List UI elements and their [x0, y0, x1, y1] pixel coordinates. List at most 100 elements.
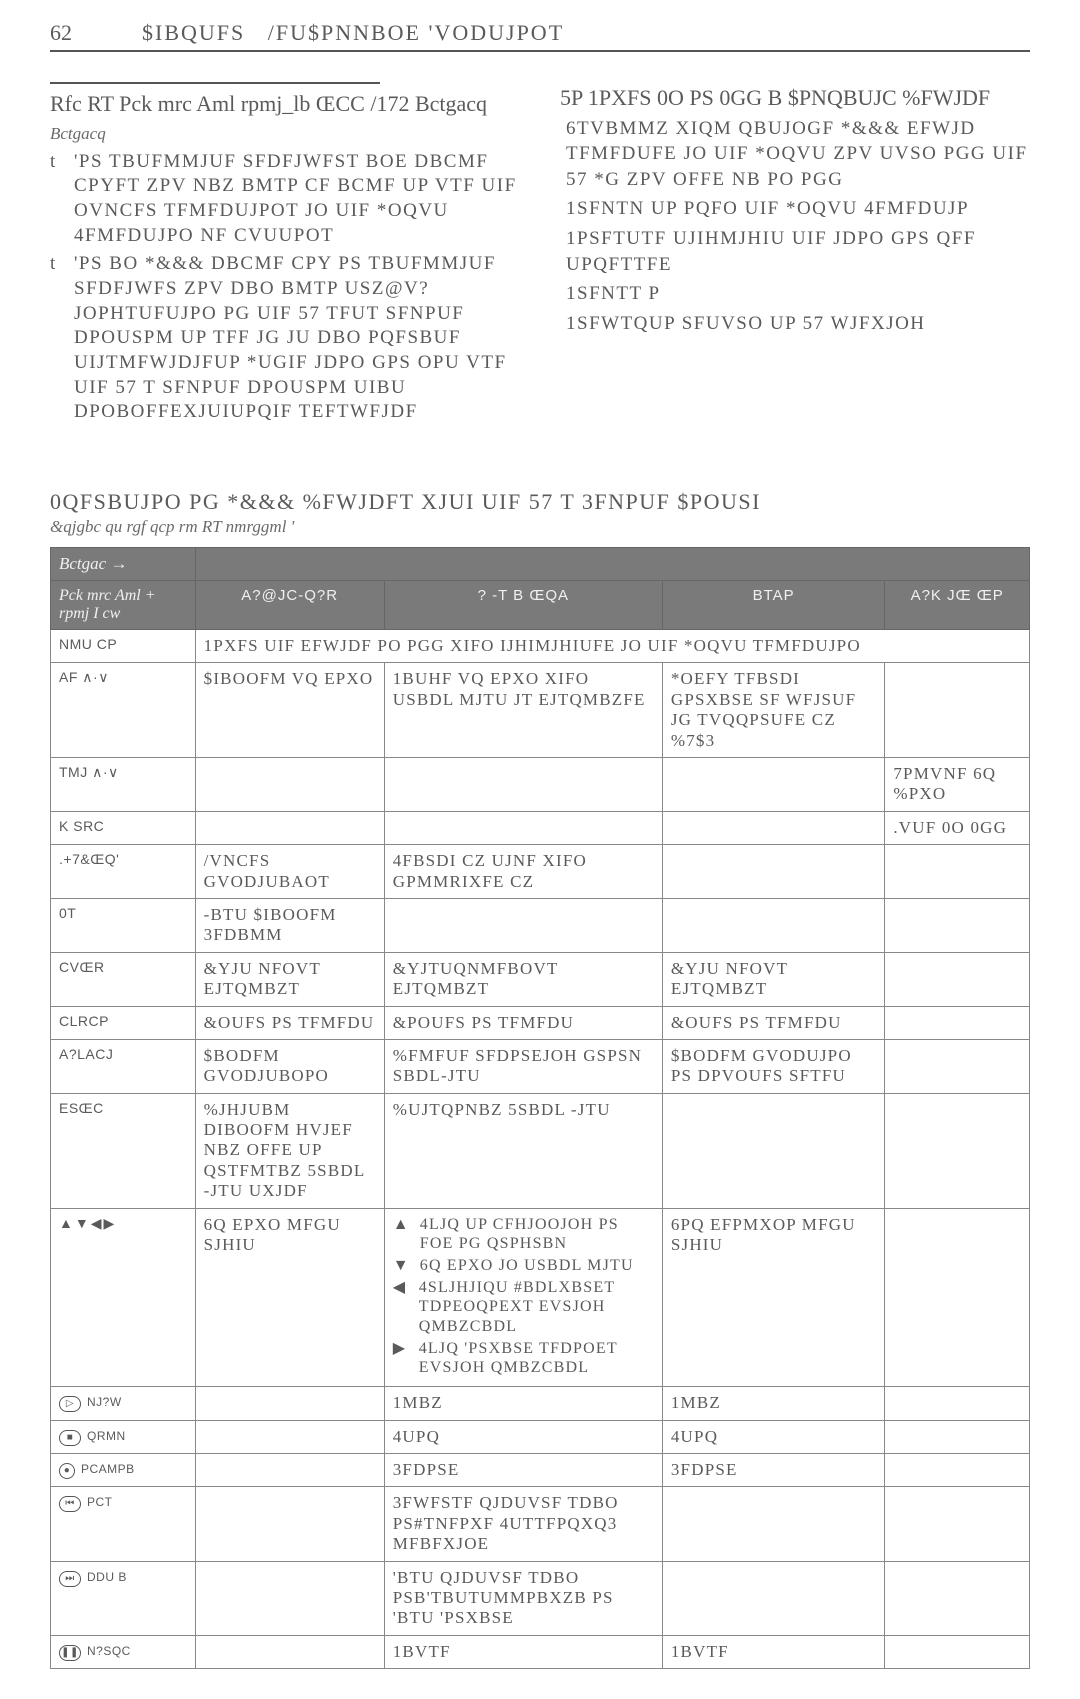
divider [50, 82, 380, 84]
step-text: 1PSFTUTF UJIHMJHIU UIF JDPO GPS QFF UPQF… [566, 226, 1030, 277]
operation-heading: 0QFSBUJPO PG *&&& %FWJDFT XJUI UIF 57 T … [50, 489, 1030, 515]
cell: %JHJUBM DIBOOFM HVJEF NBZ OFFE UP QSTFMT… [195, 1093, 384, 1208]
table-row: CVŒR&YJU NFOVT EJTQMBZT&YJTUQNMFBOVT EJT… [51, 952, 1030, 1006]
arrow-glyph-icon: ◀ [393, 1278, 409, 1336]
arrow-keys-icon: ▲▼◀▶ [59, 1215, 116, 1231]
key-cell: ⏮PCT [51, 1487, 196, 1561]
key-cell: ●PCAMPB [51, 1453, 196, 1486]
table-row: AF ∧·∨$IBOOFM VQ EPXO1BUHF VQ EPXO XIFO … [51, 663, 1030, 758]
cell: /VNCFS GVODJUBAOT [195, 845, 384, 899]
table-row: ⏮PCT3FWFSTF QJDUVSF TDBO PS#TNFPXF 4UTTF… [51, 1487, 1030, 1561]
table-row: ⏭DDU B'BTU QJDUVSF TDBO PSB'TBUTUMMPBXZB… [51, 1561, 1030, 1635]
cell: 1MBZ [384, 1387, 662, 1420]
table-head-row2: Pck mrc Aml + rpmj I cw A?@JC-Q?R ? -T B… [51, 581, 1030, 630]
bullet-icon: t [50, 252, 60, 425]
cell [885, 1093, 1030, 1208]
cell: *OEFY TFBSDI GPSXBSE SF WFJSUF JG TVQQPS… [662, 663, 884, 758]
key-cell: A?LACJ [51, 1039, 196, 1093]
pause-icon: ❚❚ [59, 1645, 81, 1661]
page-number: 62 [50, 20, 72, 46]
cell [885, 898, 1030, 952]
cell: &YJTUQNMFBOVT EJTQMBZT [384, 952, 662, 1006]
cell: 3FDPSE [384, 1453, 662, 1486]
left-device-label: Bctgacq [50, 124, 520, 144]
cell: 1BUHF VQ EPXO XIFO USBDL MJTU JT EJTQMBZ… [384, 663, 662, 758]
cell [885, 663, 1030, 758]
bullet-text: 'PS BO *&&& DBCMF CPY PS TBUFMMJUF SFDFJ… [74, 252, 520, 425]
cell: $BODFM GVODUJPO PS DPVOUFS SFTFU [662, 1039, 884, 1093]
cell: &YJU NFOVT EJTQMBZT [195, 952, 384, 1006]
cell [662, 811, 884, 844]
cell: &OUFS PS TFMFDU [662, 1006, 884, 1039]
head-remote-key: Pck mrc Aml + rpmj I cw [51, 581, 196, 630]
cell: $IBOOFM VQ EPXO [195, 663, 384, 758]
cell: 1BVTF [662, 1635, 884, 1668]
cell [885, 845, 1030, 899]
table-row: ❚❚N?SQC1BVTF1BVTF [51, 1635, 1030, 1668]
table-row: TMJ ∧·∨7PMVNF 6Q %PXO [51, 758, 1030, 812]
cell: 'BTU QJDUVSF TDBO PSB'TBUTUMMPBXZB PS 'B… [384, 1561, 662, 1635]
table-row: CLRCP&OUFS PS TFMFDU&POUFS PS TFMFDU&OUF… [51, 1006, 1030, 1039]
cell [195, 1420, 384, 1453]
key-cell: ▲▼◀▶ [51, 1208, 196, 1387]
key-cell: .+7&ŒQ' [51, 845, 196, 899]
key-cell: K SRC [51, 811, 196, 844]
cell [662, 898, 884, 952]
bullet-text: 'PS TBUFMMJUF SFDFJWFST BOE DBCMF CPYFT … [74, 150, 520, 249]
right-steps: 6TVBMMZ XIQM QBUJOGF *&&& EFWJD TFMFDUFE… [566, 116, 1030, 337]
cell [384, 898, 662, 952]
step-text: 1SFNTT P [566, 281, 1030, 307]
key-cell: CLRCP [51, 1006, 196, 1039]
cell [885, 1561, 1030, 1635]
cell [885, 1453, 1030, 1486]
cell: ▲4LJQ UP CFHJOOJOH PS FOE PG QSPHSBN▼6Q … [384, 1208, 662, 1387]
cell [885, 1635, 1030, 1668]
table-row: .+7&ŒQ'/VNCFS GVODJUBAOT4FBSDI CZ UJNF X… [51, 845, 1030, 899]
stop-icon: ■ [59, 1430, 81, 1446]
cell [885, 1208, 1030, 1387]
cell [195, 758, 384, 812]
key-cell: ▷NJ?W [51, 1387, 196, 1420]
cell: 7PMVNF 6Q %PXO [885, 758, 1030, 812]
cell [662, 1093, 884, 1208]
record-icon: ● [59, 1463, 75, 1479]
chapter-label: $IBQUFS /FU$PNNBOE 'VODUJPOT [142, 20, 564, 46]
cell [662, 1561, 884, 1635]
cell [195, 1453, 384, 1486]
ffwd-icon: ⏭ [59, 1571, 81, 1587]
cell [885, 1039, 1030, 1093]
cell: 4FBSDI CZ UJNF XIFO GPMMRIXFE CZ [384, 845, 662, 899]
cell [384, 811, 662, 844]
table-row: ●PCAMPB3FDPSE3FDPSE [51, 1453, 1030, 1486]
step-text: 1SFWTQUP SFUVSO UP 57 WJFXJOH [566, 311, 1030, 337]
cell [885, 1387, 1030, 1420]
cell [195, 1561, 384, 1635]
left-column: Rfc RT Pck mrc Aml rpmj_lb ŒCC /172 Bctg… [50, 74, 520, 429]
key-cell: 0T [51, 898, 196, 952]
cell: 1MBZ [662, 1387, 884, 1420]
play-icon: ▷ [59, 1396, 81, 1412]
cell: &POUFS PS TFMFDU [384, 1006, 662, 1039]
table-row: K SRC.VUF 0O 0GG [51, 811, 1030, 844]
head-device: Bctgac → [51, 548, 196, 581]
head-col: A?K JŒ ŒP [885, 581, 1030, 630]
key-cell: CVŒR [51, 952, 196, 1006]
cell [885, 1006, 1030, 1039]
cell: 1PXFS UIF EFWJDF PO PGG XIFO IJHIMJHIUFE… [195, 630, 1029, 663]
rewind-icon: ⏮ [59, 1496, 81, 1512]
table-row: ▲▼◀▶6Q EPXO MFGU SJHIU▲4LJQ UP CFHJOOJOH… [51, 1208, 1030, 1387]
table-row: A?LACJ$BODFM GVODJUBOPO%FMFUF SFDPSEJOH … [51, 1039, 1030, 1093]
head-col: BTAP [662, 581, 884, 630]
right-column: 5P 1PXFS 0O PS 0GG B $PNQBUJC %FWJDF 6TV… [560, 74, 1030, 429]
table-row: ▷NJ?W 1MBZ1MBZ [51, 1387, 1030, 1420]
arrow-glyph-icon: ▶ [393, 1339, 409, 1377]
right-section-title: 5P 1PXFS 0O PS 0GG B $PNQBUJC %FWJDF [560, 84, 1030, 112]
cell [195, 1487, 384, 1561]
table-row: NMU CP1PXFS UIF EFWJDF PO PGG XIFO IJHIM… [51, 630, 1030, 663]
cell [885, 1487, 1030, 1561]
cell: 4UPQ [384, 1420, 662, 1453]
head-col: A?@JC-Q?R [195, 581, 384, 630]
table-head-row1: Bctgac → [51, 548, 1030, 581]
cell [885, 952, 1030, 1006]
cell [885, 1420, 1030, 1453]
